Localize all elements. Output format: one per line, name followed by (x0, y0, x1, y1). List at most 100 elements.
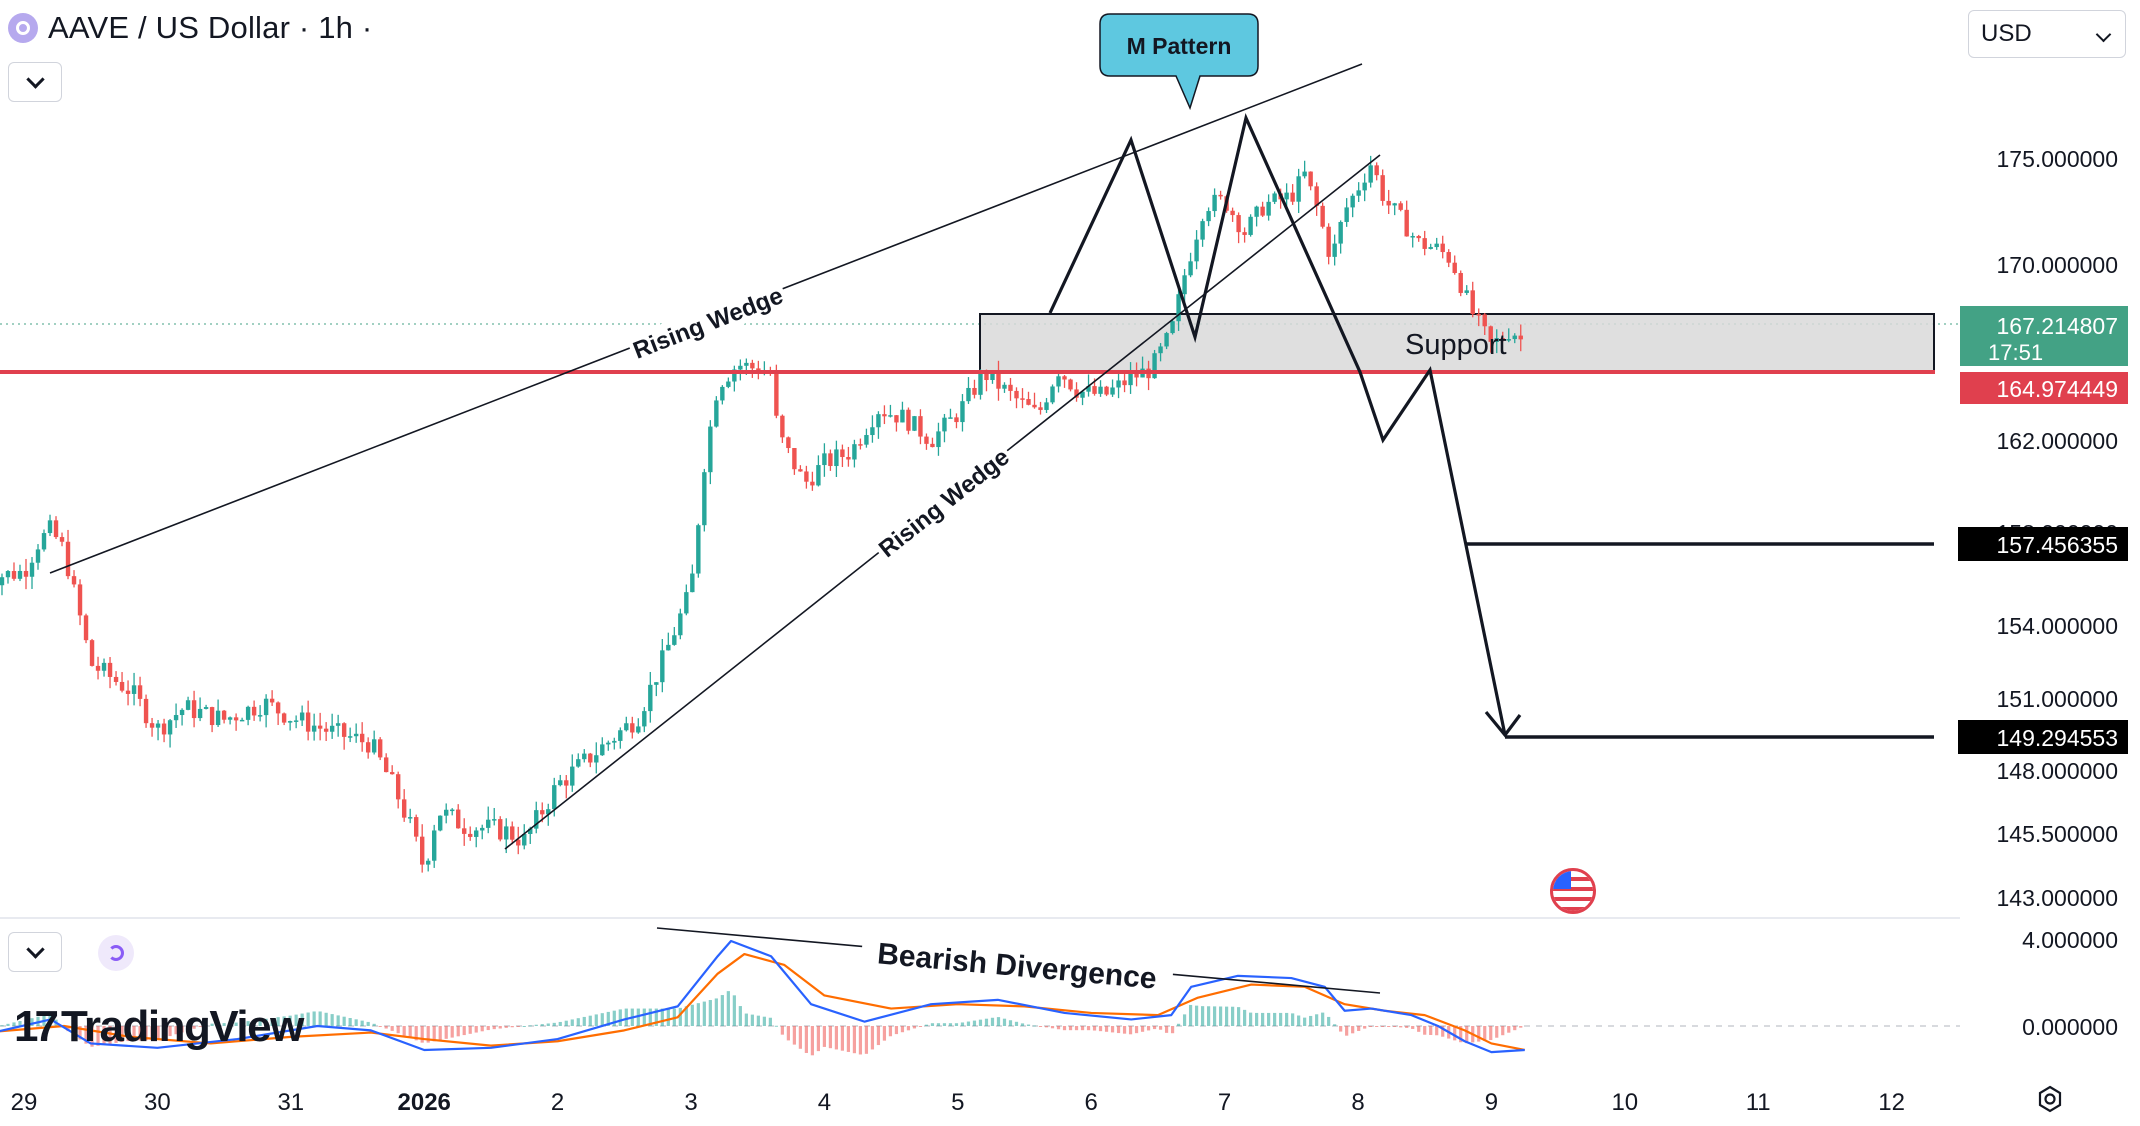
candle-body (1410, 236, 1415, 238)
macd-histogram-bar (924, 1024, 929, 1026)
macd-histogram-bar (24, 1019, 28, 1026)
collapse-indicator-button[interactable] (8, 932, 62, 972)
candle-body (1092, 386, 1097, 394)
macd-histogram-bar (960, 1022, 965, 1026)
candle-body (1188, 261, 1193, 276)
countdown-value: 17:51 (1988, 340, 2043, 365)
macd-histogram-bar (186, 1026, 190, 1031)
macd-histogram-bar (534, 1024, 538, 1026)
candle-body (59, 537, 65, 542)
candle-body (1350, 195, 1355, 208)
candle-body (389, 772, 395, 775)
macd-histogram-bar (378, 1026, 382, 1027)
candle-body (1506, 339, 1511, 341)
settings-icon[interactable] (2036, 1085, 2064, 1113)
candle-body (1380, 175, 1385, 201)
macd-histogram-bar (498, 1026, 502, 1029)
candle-body (119, 681, 125, 691)
macd-histogram-bar (108, 1026, 112, 1044)
macd-histogram-bar (1453, 1026, 1457, 1041)
candle-body (41, 533, 47, 550)
macd-histogram-bar (1357, 1026, 1361, 1031)
candle-body (1440, 243, 1445, 253)
macd-histogram-bar (966, 1021, 971, 1026)
price-axis[interactable]: 175.000000170.000000162.000000158.000000… (1958, 146, 2128, 911)
time-tick: 8 (1351, 1089, 1364, 1116)
price-tick: 175.000000 (1996, 146, 2118, 172)
candle-body (227, 717, 233, 720)
candle-body (281, 713, 287, 723)
candle-body (750, 362, 755, 369)
candle-body (1446, 252, 1451, 263)
symbol-header[interactable]: AAVE / US Dollar · 1h · (8, 10, 372, 46)
candle-body (1434, 243, 1439, 248)
candle-body (558, 780, 563, 786)
candle-body (1386, 200, 1391, 206)
currency-select[interactable]: USD (1968, 10, 2126, 58)
macd-histogram-bar (954, 1023, 959, 1026)
support-zone[interactable] (979, 313, 1935, 372)
macd-histogram-bar (1255, 1012, 1259, 1026)
candle-body (1242, 232, 1247, 235)
macd-histogram-bar (834, 1026, 839, 1050)
candle-body (335, 723, 341, 726)
candle-body (215, 710, 221, 726)
macd-histogram-bar (654, 1008, 658, 1026)
time-tick: 3 (684, 1089, 697, 1116)
candle-body (1422, 238, 1427, 249)
macd-histogram-bar (456, 1026, 460, 1037)
macd-histogram-bar (1243, 1009, 1247, 1026)
macd-histogram-bar (1080, 1026, 1085, 1031)
time-axis[interactable]: 29 30 31 2026 2 3 4 5 6 7 8 9 10 11 12 (11, 1089, 1905, 1116)
macd-histogram-bar (666, 1008, 670, 1026)
candle-body (1326, 226, 1331, 257)
macd-histogram-bar (744, 1013, 748, 1026)
us-flag-icon[interactable] (1550, 868, 1596, 914)
candle-body (990, 370, 995, 381)
macd-histogram-bar (1206, 1006, 1211, 1026)
candle-body (419, 836, 425, 865)
candle-body (263, 698, 269, 716)
candle-body (251, 706, 257, 716)
macd-histogram-bar (756, 1015, 760, 1026)
candle-body (954, 417, 959, 423)
macd-histogram-bar (126, 1026, 130, 1042)
candle-body (942, 417, 947, 432)
macd-histogram-bar (936, 1023, 941, 1026)
collapse-legend-button[interactable] (8, 62, 62, 102)
macd-histogram-bar (1098, 1026, 1103, 1032)
candle-body (474, 830, 479, 837)
candle-body (1128, 373, 1133, 386)
candle-body (161, 723, 167, 735)
candle-body (732, 369, 737, 382)
macd-histogram-bar (1417, 1026, 1421, 1032)
candle-body (588, 753, 593, 763)
candle-body (708, 426, 713, 473)
tradingview-logo[interactable]: 17 TradingView (14, 1002, 304, 1052)
macd-histogram-bar (1423, 1026, 1427, 1035)
macd-histogram-bar (1008, 1020, 1013, 1026)
candle-body (1290, 192, 1295, 202)
macd-tick: 0.000000 (2022, 1014, 2118, 1040)
candle-body (684, 592, 689, 614)
candle-body (17, 570, 23, 579)
candle-body (546, 809, 551, 815)
macd-histogram-bar (72, 1026, 76, 1036)
macd-histogram-bar (858, 1026, 863, 1055)
currency-label: USD (1981, 20, 2032, 47)
price-tick: 170.000000 (1996, 252, 2118, 278)
macd-histogram-bar (828, 1026, 833, 1049)
macd-histogram-bar (1158, 1026, 1163, 1030)
candle-body (221, 710, 227, 720)
candle-body (828, 453, 833, 467)
candle-body (426, 860, 431, 865)
candle-body (834, 449, 839, 467)
candle-body (395, 774, 401, 800)
macd-histogram-bar (1429, 1026, 1433, 1035)
candle-body (1266, 201, 1271, 216)
macd-histogram-bar (486, 1026, 490, 1031)
macd-histogram-bar (138, 1026, 142, 1041)
refresh-icon[interactable] (98, 935, 134, 971)
macd-histogram-bar (1116, 1026, 1121, 1034)
